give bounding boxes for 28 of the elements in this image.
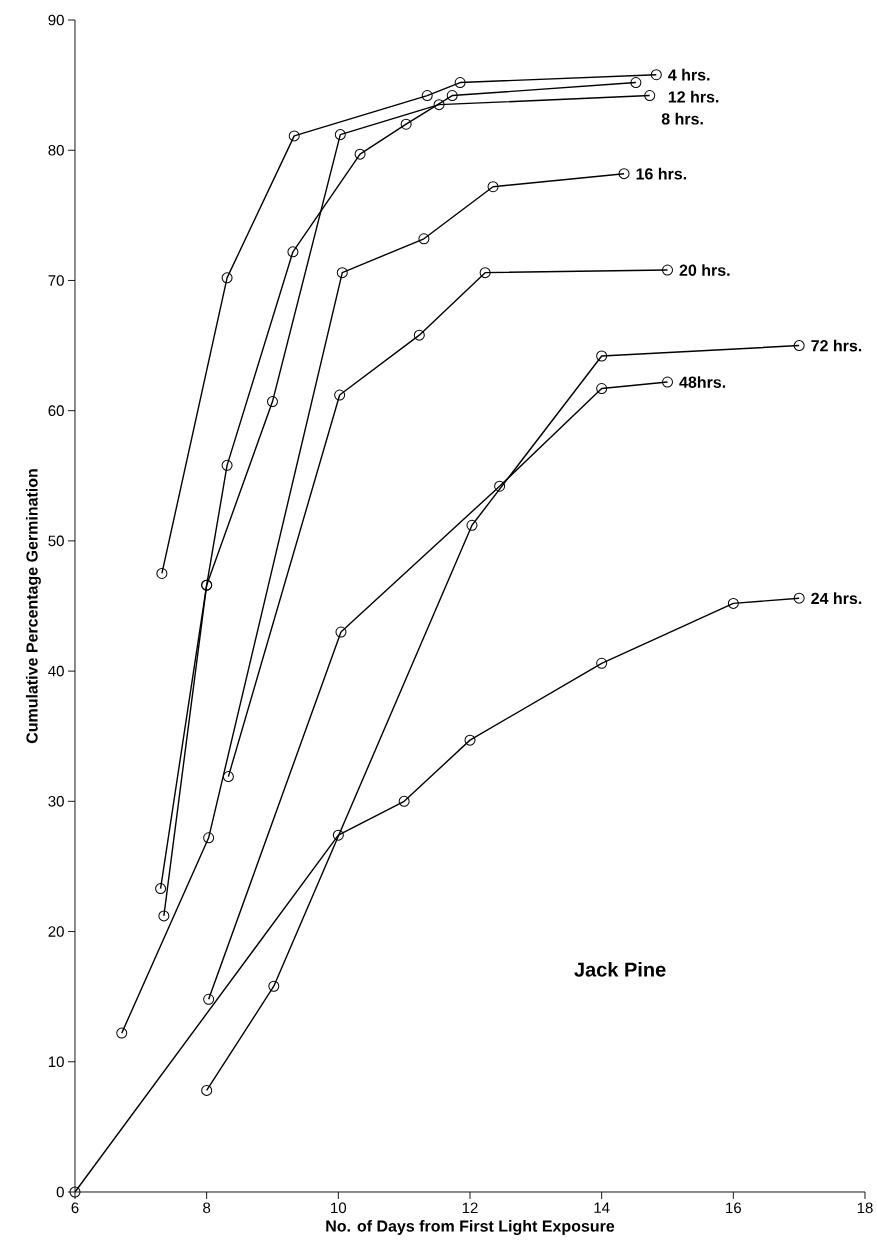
y-tick-label: 50 — [48, 535, 64, 547]
x-tick-label: 6 — [71, 1202, 79, 1214]
series-label: 4 hrs. — [668, 68, 710, 81]
x-tick-label: 18 — [857, 1202, 873, 1214]
series-label: 20 hrs. — [679, 264, 730, 276]
series-label: 48hrs. — [679, 376, 726, 388]
y-tick-label: 60 — [48, 405, 64, 416]
x-axis-title: No. of Days from First Light Exposure — [326, 1220, 615, 1235]
series-label: 72 hrs. — [811, 339, 862, 352]
x-tick-label: 10 — [331, 1202, 347, 1214]
y-tick-label: 90 — [48, 14, 64, 26]
y-tick-label: 0 — [56, 1186, 64, 1198]
series-label: 16 hrs. — [636, 167, 687, 180]
y-tick-label: 70 — [48, 275, 64, 286]
x-tick-label: 14 — [594, 1202, 610, 1213]
annotation: Jack Pine — [574, 961, 666, 977]
x-tick-label: 16 — [726, 1202, 742, 1214]
x-tick-label: 8 — [203, 1202, 211, 1214]
x-tick-label: 12 — [462, 1202, 478, 1213]
y-tick-label: 10 — [48, 1056, 64, 1068]
series-label: 24 hrs. — [811, 592, 862, 605]
y-tick-label: 40 — [48, 665, 64, 677]
y-tick-label: 20 — [48, 926, 64, 937]
series-label: 12 hrs. — [668, 90, 719, 103]
y-tick-label: 80 — [48, 144, 64, 156]
y-tick-label: 30 — [48, 796, 64, 807]
y-axis-title: Cumulative Percentage Germination — [25, 469, 41, 744]
series-label: 8 hrs. — [661, 112, 703, 125]
